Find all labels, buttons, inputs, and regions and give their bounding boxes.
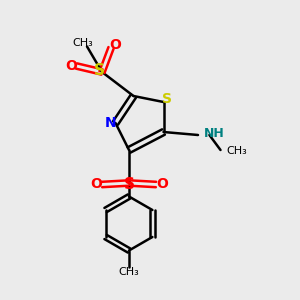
Text: CH₃: CH₃ (118, 267, 140, 278)
Text: O: O (110, 38, 122, 52)
Text: S: S (94, 63, 105, 78)
Text: N: N (104, 116, 116, 130)
Text: O: O (90, 178, 102, 191)
Text: CH₃: CH₃ (72, 38, 93, 48)
Text: O: O (156, 178, 168, 191)
Text: NH: NH (204, 127, 225, 140)
Text: O: O (65, 59, 77, 73)
Text: CH₃: CH₃ (226, 146, 247, 157)
Text: S: S (162, 92, 172, 106)
Text: S: S (124, 177, 134, 192)
